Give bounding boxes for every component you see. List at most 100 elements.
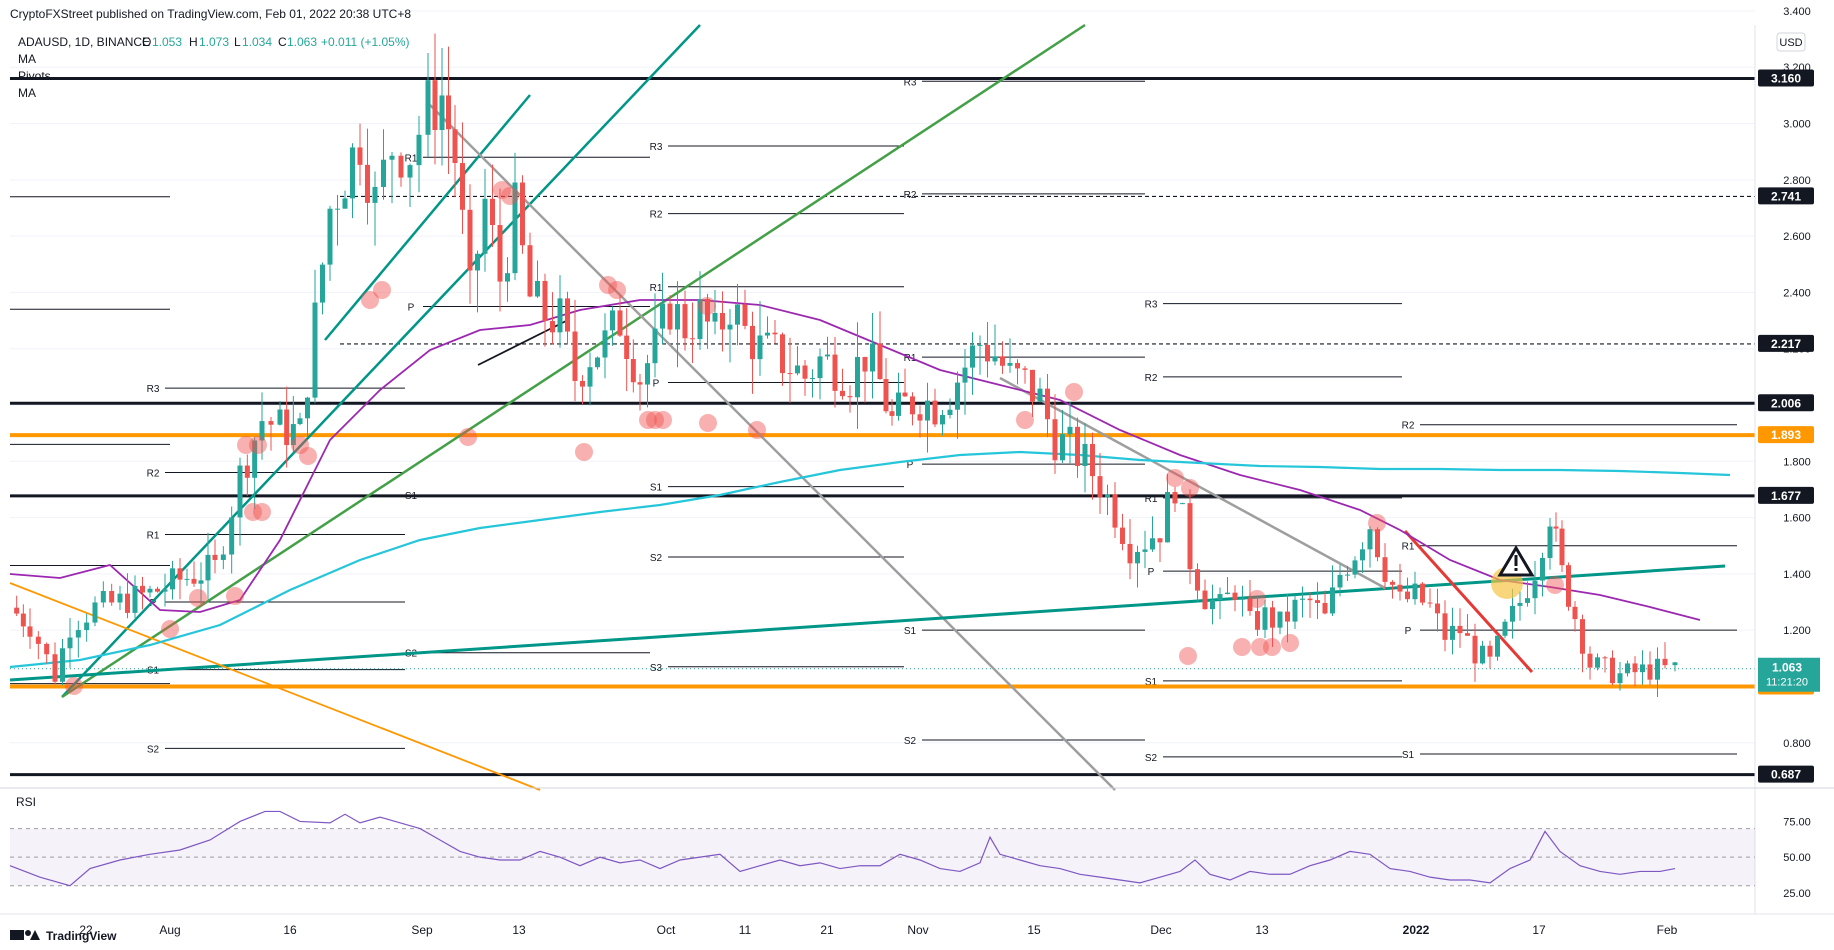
candle-body xyxy=(1165,492,1170,543)
touch-marker xyxy=(501,187,519,205)
level-tag xyxy=(1758,426,1814,444)
candle-body xyxy=(512,182,518,274)
candle-body xyxy=(84,622,90,631)
candle-body xyxy=(350,147,355,199)
candle-body xyxy=(1022,368,1028,370)
candle-body xyxy=(335,208,340,210)
time-tick-label: Feb xyxy=(1657,923,1678,937)
candle-body xyxy=(284,409,290,446)
touch-marker xyxy=(373,281,391,299)
brand-text: TradingView xyxy=(46,929,117,943)
candle-body xyxy=(925,400,930,421)
ohlc-high-value: 1.073 xyxy=(199,35,229,49)
pivot-label-r1: R1 xyxy=(904,353,917,364)
level-tag-label: 1.893 xyxy=(1771,428,1801,442)
indicator-ma-1[interactable]: MA xyxy=(18,52,36,66)
pivot-label-r2: R2 xyxy=(650,210,663,221)
candle-body xyxy=(817,356,823,379)
candle-body xyxy=(365,164,370,203)
candle-body xyxy=(482,198,488,254)
pivot-label-r2: R2 xyxy=(1402,421,1415,432)
touch-marker xyxy=(249,436,267,454)
candle-body xyxy=(1082,444,1088,466)
level-tag xyxy=(1758,187,1814,205)
pivot-label-r2: R2 xyxy=(904,190,917,201)
candle-body xyxy=(1442,613,1448,640)
candle-body xyxy=(1525,598,1530,603)
touch-marker xyxy=(608,281,626,299)
candle-body xyxy=(1435,603,1440,614)
candle-body xyxy=(475,253,480,271)
rsi-label[interactable]: RSI xyxy=(16,795,36,809)
candle-body xyxy=(1240,598,1245,600)
trend-line xyxy=(429,104,1116,791)
candle-body xyxy=(1360,549,1365,561)
touch-marker xyxy=(575,443,593,461)
candle-body xyxy=(1007,362,1013,366)
candle-body xyxy=(810,378,815,380)
touch-marker xyxy=(599,276,617,294)
touch-marker xyxy=(654,411,672,429)
candle-body xyxy=(795,365,800,374)
price-tick-label: 3.000 xyxy=(1783,119,1811,131)
candle-body xyxy=(1210,600,1215,610)
candle-body xyxy=(1217,594,1223,601)
candle-body xyxy=(757,335,763,360)
candle-body xyxy=(825,354,830,357)
candle-body xyxy=(1270,607,1275,628)
candle-body xyxy=(970,345,975,368)
pivot-label-p: P xyxy=(408,302,415,313)
candle-body xyxy=(1390,581,1395,585)
candle-body xyxy=(1262,607,1268,630)
currency-badge[interactable]: USD xyxy=(1776,32,1806,52)
touch-marker xyxy=(1181,479,1199,497)
candle-body xyxy=(1247,598,1253,612)
candle-body xyxy=(595,357,600,368)
candle-body xyxy=(1580,619,1585,654)
touch-marker xyxy=(189,589,207,607)
candle-body xyxy=(290,424,296,446)
price-tick-label: 1.200 xyxy=(1783,625,1811,637)
candle-body xyxy=(425,80,431,135)
candle-body xyxy=(268,421,274,425)
level-tag-label: 3.160 xyxy=(1771,71,1801,85)
candle-body xyxy=(580,380,585,387)
candle-body xyxy=(1112,494,1118,528)
candle-body xyxy=(896,392,901,416)
candle-body xyxy=(372,186,378,203)
rsi-tick-label: 25.00 xyxy=(1783,888,1811,900)
candle-body xyxy=(1502,621,1508,636)
candle-body xyxy=(1127,543,1133,564)
touch-marker xyxy=(459,428,477,446)
rsi-tick-label: 75.00 xyxy=(1783,816,1811,828)
candle-body xyxy=(617,310,623,336)
touch-marker xyxy=(226,587,244,605)
pivot-label-r1: R1 xyxy=(1402,542,1415,553)
candle-body xyxy=(742,304,748,326)
candle-body xyxy=(637,382,643,385)
pivot-label-p: P xyxy=(653,378,660,389)
time-axis[interactable]: 22 Aug 16 Sep 13 Oct 11 21 Nov 15 Dec 13 2022 17 Feb xyxy=(79,923,1677,937)
candle-body xyxy=(520,182,525,246)
moving-averages xyxy=(9,299,1731,669)
candle-body xyxy=(727,324,733,330)
candle-body xyxy=(244,465,250,478)
pivot-label-s1: S1 xyxy=(1402,750,1415,761)
indicator-ma-2[interactable]: MA xyxy=(18,86,36,100)
candle-body xyxy=(162,589,168,592)
candle-body xyxy=(652,328,658,364)
time-tick-label: Nov xyxy=(907,923,928,937)
pivot-label-p: P xyxy=(1405,626,1412,637)
ohlc-close-key: C xyxy=(278,35,287,49)
time-tick-label: Dec xyxy=(1150,923,1171,937)
time-tick-label: Sep xyxy=(411,923,433,937)
candle-body xyxy=(117,593,123,603)
candle-body xyxy=(14,607,20,614)
touch-marker xyxy=(1065,383,1083,401)
price-tick-label: 3.400 xyxy=(1783,6,1811,18)
candle-body xyxy=(1465,633,1470,636)
candle-body xyxy=(1617,673,1623,684)
indicator-pivots[interactable]: Pivots xyxy=(18,69,51,83)
candle-body xyxy=(1450,625,1455,640)
